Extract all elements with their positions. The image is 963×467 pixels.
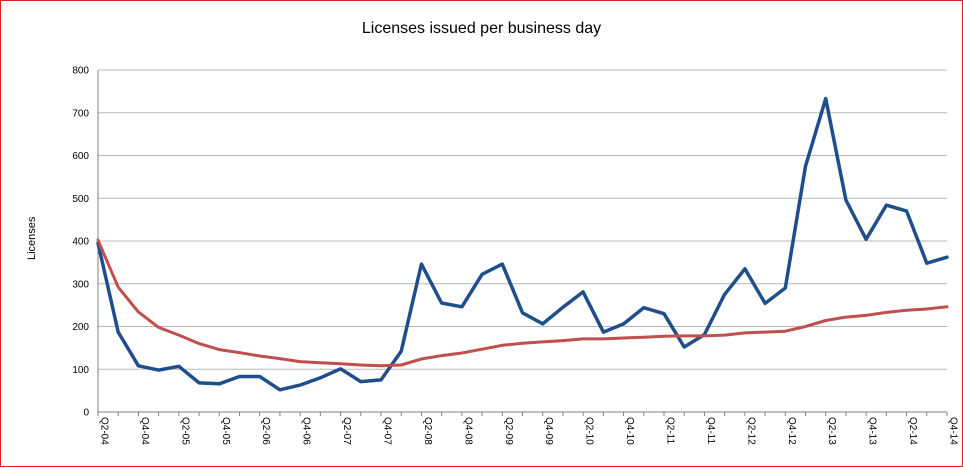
- series-lines: [96, 96, 949, 392]
- x-tick-label: Q4-11: [705, 417, 716, 444]
- x-tick-label: Q2-13: [826, 417, 837, 445]
- x-tick-label: Q4-09: [543, 417, 554, 445]
- x-tick-label: Q4-10: [624, 417, 635, 445]
- x-tick-label: Q2-12: [745, 417, 756, 445]
- chart-title: Licenses issued per business day: [361, 20, 602, 37]
- x-tick-label: Q4-12: [786, 417, 797, 445]
- x-tick-label: Q2-06: [260, 417, 271, 445]
- y-tick-label: 700: [72, 108, 89, 119]
- x-tick-label: Q4-14: [948, 417, 959, 445]
- y-tick-label: 200: [72, 322, 89, 333]
- y-tick-label: 600: [72, 151, 89, 162]
- y-tick-label: 800: [72, 66, 89, 77]
- x-tick-label: Q4-08: [462, 417, 473, 445]
- x-tick-label: Q2-05: [179, 417, 190, 445]
- x-tick-label: Q2-04: [99, 417, 110, 445]
- y-tick-label: 100: [72, 365, 89, 376]
- y-tick-label: 400: [72, 237, 89, 248]
- x-tick-label: Q2-08: [422, 417, 433, 445]
- x-tick-label: Q4-05: [220, 417, 231, 445]
- x-tick-label: Q4-07: [382, 417, 393, 445]
- x-tick-label: Q4-04: [139, 417, 150, 445]
- series-line-2: [96, 238, 949, 368]
- series-line-1: [96, 96, 949, 392]
- x-tick-labels: Q2-04 Q4-04 Q2-05 Q4-05 Q2-06 Q4-06 Q2-07 Q4-07…: [99, 417, 959, 445]
- y-tick-labels: 0 100 200 300 400 500 600 700 800: [72, 66, 89, 419]
- x-tick-label: Q2-11: [665, 417, 676, 444]
- y-tick-label: 500: [72, 194, 89, 205]
- x-tick-label: Q4-13: [867, 417, 878, 445]
- x-tick-label: Q2-09: [503, 417, 514, 445]
- gridlines: [98, 69, 947, 413]
- y-tick-label: 0: [83, 408, 89, 419]
- x-tick-label: Q2-07: [341, 417, 352, 445]
- y-tick-label: 300: [72, 279, 89, 290]
- x-tick-label: Q2-14: [907, 417, 918, 445]
- x-tick-label: Q2-10: [584, 417, 595, 445]
- x-tick-label: Q4-06: [301, 417, 312, 445]
